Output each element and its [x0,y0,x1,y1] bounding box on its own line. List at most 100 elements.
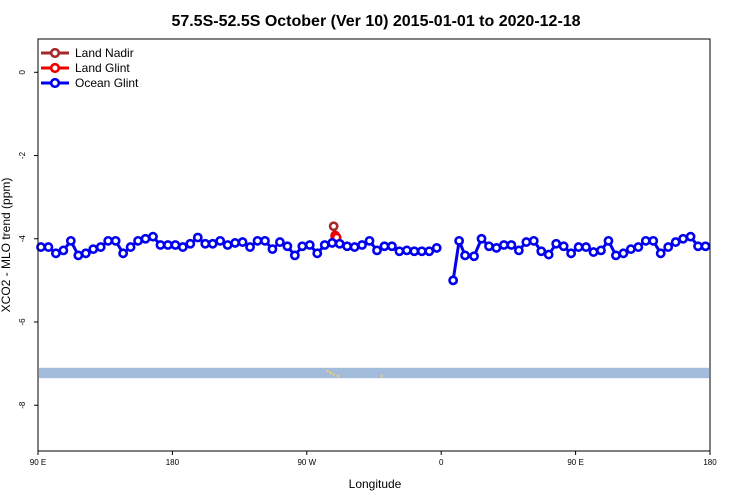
y-tick-label: -8 [18,401,27,409]
data-point-ocean-glint [513,245,524,256]
data-point-ocean-glint [424,246,435,257]
data-point-ocean-glint [499,240,509,250]
data-point-ocean-glint [476,233,487,244]
data-point-ocean-glint [536,246,547,257]
data-point-ocean-glint [611,250,621,261]
data-point-ocean-glint [633,242,644,252]
data-point-ocean-glint [364,235,375,246]
data-point-ocean-glint [215,235,226,246]
map-land-mark [336,374,340,378]
data-point-ocean-glint [192,232,203,243]
map-land-mark [329,371,332,374]
data-point-land-nadir [328,221,339,232]
data-point-ocean-glint [319,240,330,250]
data-point-ocean-glint [342,241,353,252]
data-point-ocean-glint [51,248,61,259]
data-point-ocean-glint [252,235,263,246]
legend-label-land-glint: Land Glint [75,61,130,75]
legend-marker-land-nadir [49,47,61,59]
data-point-ocean-glint [177,242,188,252]
data-point-ocean-glint [678,233,689,244]
map-land-mark [380,374,383,378]
data-point-ocean-glint [670,237,681,247]
plot-area-frame [37,38,711,452]
data-point-ocean-glint [528,235,539,246]
data-point-ocean-glint [43,242,54,252]
legend-label-land-nadir: Land Nadir [75,46,134,60]
data-point-ocean-glint [700,241,711,252]
map-land-mark [332,373,335,376]
data-point-ocean-glint [618,248,629,259]
data-point-ocean-glint [245,242,255,252]
series-ocean-glint [448,231,711,286]
data-point-ocean-glint [207,238,218,249]
x-tick-label: 0 [439,458,444,467]
data-point-ocean-glint [185,238,196,249]
y-tick-label: -2 [18,151,27,159]
data-point-ocean-glint [394,246,405,257]
data-point-ocean-glint [140,233,151,244]
data-point-ocean-glint [58,245,69,256]
series-ocean-glint [36,231,442,261]
data-point-ocean-glint [416,246,427,257]
data-point-ocean-glint [603,235,614,246]
data-point-ocean-glint [275,237,285,247]
data-point-ocean-glint [95,242,106,252]
map-land-mark [326,369,329,373]
data-point-ocean-glint [588,247,599,257]
x-axis: 90 E 180 90 W 0 90 E 180 [30,451,717,467]
x-tick-label: 90 E [567,458,583,467]
data-point-ocean-glint [573,242,584,252]
y-tick-label: -4 [18,235,27,243]
y-axis: 0 -2 -4 -6 -8 [18,70,38,409]
x-tick-label: 180 [166,458,180,467]
map-strip [39,367,709,379]
data-point-ocean-glint [222,240,233,250]
data-point-ocean-glint [387,241,397,252]
data-point-ocean-glint [327,238,338,248]
data-point-ocean-glint [304,240,315,250]
data-point-ocean-glint [566,248,577,259]
y-tick-label: 0 [18,70,27,75]
data-point-ocean-glint [118,248,129,259]
data-point-ocean-glint [460,250,470,261]
data-point-ocean-glint [133,235,143,246]
x-tick-label: 90 W [297,458,316,467]
map-water [39,367,709,379]
data-point-ocean-glint [80,248,91,259]
data-point-ocean-glint [125,242,136,252]
data-point-ocean-glint [65,235,76,246]
data-point-ocean-glint [282,241,293,252]
data-point-ocean-glint [506,240,517,250]
data-point-ocean-glint [484,241,494,252]
data-point-ocean-glint [297,241,308,252]
legend-marker-ocean-glint [49,77,61,89]
x-tick-label: 180 [703,458,717,467]
data-point-ocean-glint [110,235,121,246]
data-point-ocean-glint [312,248,323,259]
data-point-ocean-glint [357,240,367,250]
data-point-ocean-glint [625,244,636,255]
data-point-ocean-glint [372,245,382,256]
data-point-ocean-glint [596,245,606,256]
legend-label-ocean-glint: Ocean Glint [75,76,139,90]
data-point-ocean-glint [155,240,166,250]
data-point-ocean-glint [558,241,569,252]
chart-title: 57.5S-52.5S October (Ver 10) 2015-01-01 … [171,13,580,30]
data-point-ocean-glint [448,275,459,286]
data-point-ocean-glint [230,238,241,248]
series-layer [36,221,711,286]
data-point-ocean-glint [663,242,674,252]
legend-marker-land-glint [49,62,61,74]
data-point-ocean-glint [431,243,442,253]
data-point-ocean-glint [88,244,99,255]
data-point-ocean-glint [401,245,412,256]
data-point-ocean-glint [640,235,651,246]
data-point-ocean-glint [655,248,666,259]
data-point-ocean-glint [148,231,158,242]
data-point-ocean-glint [685,231,696,242]
x-axis-label: Longitude [349,477,402,491]
data-point-ocean-glint [454,235,465,246]
data-point-ocean-glint [170,240,181,250]
